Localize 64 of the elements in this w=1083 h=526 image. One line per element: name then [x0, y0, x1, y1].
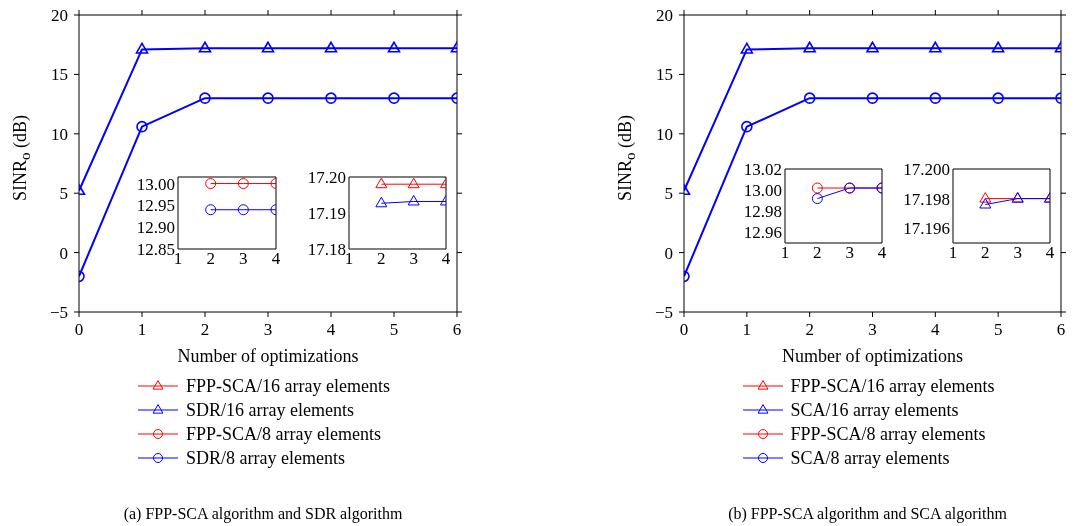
x-tick-label: 1 — [742, 320, 752, 340]
y-tick-label: 17.198 — [903, 189, 950, 209]
x-tick-label: 4 — [271, 249, 281, 269]
x-tick-label: 4 — [931, 320, 941, 340]
legend-label: SCA/16 array elements — [790, 399, 959, 421]
x-tick-label: 3 — [409, 249, 418, 269]
x-tick-label: 3 — [263, 320, 273, 340]
x-tick-label: 3 — [845, 243, 854, 263]
y-tick-label: 5 — [664, 184, 673, 204]
x-tick-label: 4 — [877, 243, 887, 263]
x-tick-label: 1 — [948, 243, 958, 263]
y-tick-label: 10 — [656, 124, 673, 144]
y-tick-label: 20 — [51, 6, 68, 26]
x-tick-label: 5 — [389, 320, 399, 340]
y-tick-label: 20 — [656, 6, 673, 26]
x-tick-label: 1 — [137, 320, 147, 340]
y-tick-label: 10 — [51, 124, 68, 144]
x-tick-label: 2 — [377, 249, 386, 269]
y-tick-label: 13.00 — [743, 181, 782, 201]
x-tick-label: 2 — [981, 243, 990, 263]
x-axis-title: Number of optimizations — [177, 346, 359, 366]
x-tick-label: 3 — [239, 249, 248, 269]
legend-label: FPP-SCA/8 array elements — [186, 423, 381, 445]
x-tick-label: 2 — [805, 320, 814, 340]
x-tick-label: 3 — [1013, 243, 1022, 263]
x-tick-label: 0 — [679, 320, 689, 340]
x-axis-title: Number of optimizations — [782, 346, 963, 366]
y-tick-label: 17.18 — [307, 240, 346, 260]
x-tick-label: 6 — [1056, 320, 1066, 340]
text: (b) FPP-SCA algorithm and SCA algorithm — [727, 505, 1008, 523]
y-tick-label: −5 — [49, 303, 68, 323]
legend-label: SDR/8 array elements — [186, 447, 345, 469]
y-tick-label: 15 — [51, 65, 68, 85]
y-tick-label: 12.98 — [743, 202, 782, 222]
legend-label: SCA/8 array elements — [790, 447, 950, 469]
x-tick-label: 2 — [813, 243, 822, 263]
y-tick-label: 17.200 — [903, 160, 950, 180]
x-tick-label: 4 — [326, 320, 336, 340]
x-tick-label: 3 — [868, 320, 877, 340]
x-tick-label: 0 — [74, 320, 84, 340]
y-tick-label: −5 — [654, 303, 673, 323]
x-tick-label: 1 — [780, 243, 790, 263]
x-tick-label: 2 — [200, 320, 210, 340]
y-tick-label: 5 — [59, 184, 68, 204]
y-tick-label: 15 — [656, 65, 673, 85]
x-tick-label: 6 — [452, 320, 462, 340]
y-tick-label: 12.90 — [136, 218, 175, 238]
y-tick-label: 13.00 — [136, 174, 175, 194]
y-tick-label: 13.02 — [743, 160, 782, 180]
legend-label: FPP-SCA/16 array elements — [790, 375, 995, 397]
y-tick-label: 17.20 — [307, 168, 346, 188]
legend-label: SDR/16 array elements — [186, 399, 354, 421]
x-tick-label: 2 — [206, 249, 215, 269]
text: (a) FPP-SCA algorithm and SDR algorithm — [122, 505, 404, 523]
y-tick-label: 17.196 — [903, 219, 950, 239]
x-tick-label: 4 — [441, 249, 451, 269]
y-tick-label: 12.85 — [136, 240, 175, 260]
x-tick-label: 4 — [1045, 243, 1055, 263]
legend-label: FPP-SCA/8 array elements — [790, 423, 986, 445]
y-tick-label: 12.95 — [136, 196, 175, 216]
legend-label: FPP-SCA/16 array elements — [186, 375, 390, 397]
y-tick-label: 17.19 — [307, 204, 346, 224]
y-tick-label: 12.96 — [743, 223, 782, 243]
x-tick-label: 5 — [993, 320, 1003, 340]
